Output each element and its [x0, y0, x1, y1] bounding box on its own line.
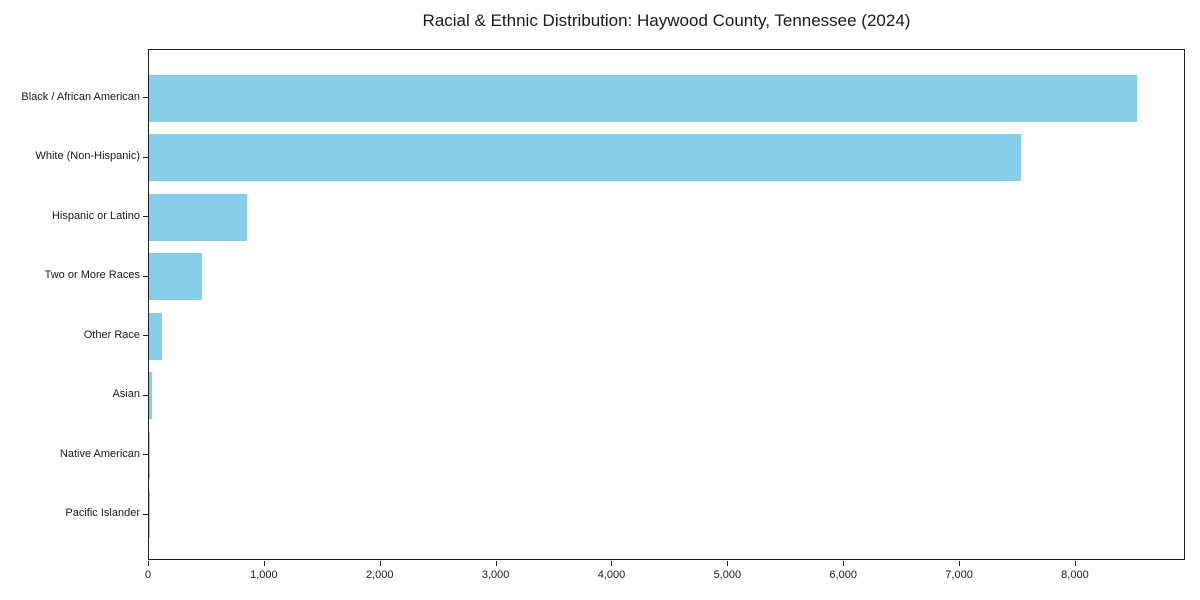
x-tick-mark: [1074, 561, 1076, 566]
y-tick-mark: [143, 156, 148, 158]
x-tick-label: 1,000: [250, 569, 278, 581]
y-tick-label: Other Race: [83, 328, 140, 341]
x-tick-label: 4,000: [597, 569, 626, 581]
y-tick-label: Asian: [112, 388, 140, 401]
x-tick-label: 0: [144, 569, 152, 581]
y-tick-label: White (Non-Hispanic): [35, 150, 140, 163]
bar: [149, 253, 202, 301]
x-tick-label: 7,000: [945, 569, 973, 581]
x-tick-mark: [727, 561, 729, 566]
y-tick-label: Pacific Islander: [65, 507, 140, 520]
bar: [149, 491, 150, 539]
y-tick-mark: [143, 394, 148, 396]
bar: [149, 74, 1138, 122]
bar: [149, 372, 153, 420]
plot-area: [148, 49, 1185, 560]
y-tick-label: Black / African American: [21, 90, 140, 103]
x-tick-label: 2,000: [365, 569, 394, 581]
x-tick-mark: [495, 561, 497, 566]
y-tick-mark: [143, 454, 148, 456]
x-tick-mark: [959, 561, 961, 566]
x-tick-label: 8,000: [1061, 569, 1089, 581]
x-tick-mark: [379, 561, 381, 566]
chart-title: Racial & Ethnic Distribution: Haywood Co…: [422, 11, 911, 30]
x-tick-label: 3,000: [481, 569, 510, 581]
y-tick-mark: [143, 97, 148, 98]
x-tick-label: 6,000: [829, 569, 857, 581]
bar: [149, 431, 151, 479]
y-tick-mark: [143, 275, 148, 277]
x-tick-mark: [843, 561, 845, 566]
bar: [149, 134, 1022, 182]
bar: [149, 193, 247, 241]
y-tick-mark: [143, 216, 148, 218]
y-tick-label: Two or More Races: [44, 269, 140, 282]
x-tick-mark: [611, 561, 613, 566]
x-tick-label: 5,000: [713, 569, 742, 581]
y-tick-label: Native American: [59, 447, 140, 460]
x-tick-mark: [148, 561, 149, 566]
x-tick-mark: [263, 561, 265, 566]
y-tick-mark: [143, 335, 148, 337]
y-tick-mark: [143, 513, 148, 515]
y-tick-label: Hispanic or Latino: [51, 209, 140, 222]
bar: [149, 312, 162, 360]
